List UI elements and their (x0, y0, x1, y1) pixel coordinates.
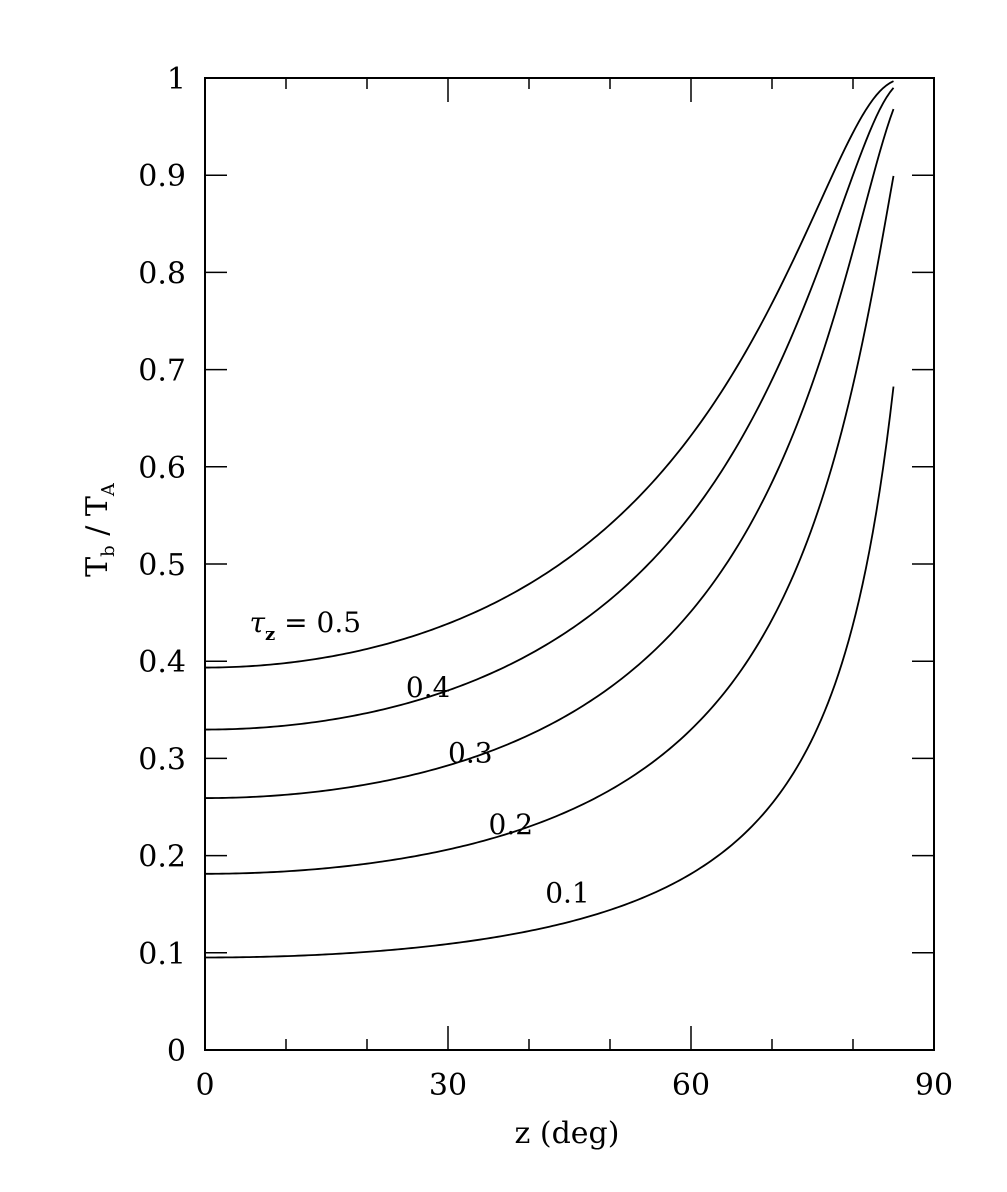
curve-tau-0.1 (205, 386, 895, 959)
curve-tau-0.4 (204, 87, 895, 731)
curve-label: 0.4 (406, 671, 451, 704)
svg-text:Tb / TA: Tb / TA (80, 482, 119, 577)
axis-ticks (204, 77, 935, 1051)
y-title-main: T (80, 557, 115, 577)
curve-label: 0.3 (448, 736, 493, 769)
x-tick-label: 60 (672, 1068, 710, 1103)
y-tick-label: 0.3 (138, 742, 186, 777)
x-tick-label: 90 (915, 1068, 953, 1103)
y-tick-label: 0.2 (138, 840, 186, 875)
curve-label: 0.2 (489, 808, 534, 841)
curves (204, 80, 895, 959)
x-axis-title: z (deg) (515, 1116, 620, 1151)
y-title-main2: T (80, 496, 115, 516)
y-tick-labels: 0 0.1 0.2 0.3 0.4 0.5 0.6 0.7 0.8 0.9 1 (138, 62, 186, 1069)
y-tick-label: 0.7 (138, 354, 186, 389)
y-tick-label: 0.9 (138, 159, 186, 194)
curve-label: τz = 0.5 (250, 606, 362, 645)
x-tick-labels: 0 30 60 90 (195, 1068, 953, 1103)
curve-tau-0.2 (204, 175, 895, 875)
y-tick-label: 0 (167, 1034, 186, 1069)
curve-label: 0.1 (545, 876, 590, 909)
curve-tau-0.3 (204, 108, 895, 799)
y-tick-label: 1 (167, 62, 186, 97)
y-tick-label: 0.1 (138, 937, 186, 972)
x-tick-label: 30 (429, 1068, 467, 1103)
y-tick-label: 0.4 (138, 645, 186, 680)
curve-tau-0.5 (204, 80, 894, 669)
curve-labels: τz = 0.5 0.4 0.3 0.2 0.1 (250, 606, 590, 909)
y-tick-label: 0.8 (138, 256, 186, 291)
y-tick-label: 0.5 (138, 548, 186, 583)
y-title-sub1: b (98, 545, 119, 557)
y-title-sub2: A (98, 482, 119, 497)
y-tick-label: 0.6 (138, 451, 186, 486)
x-tick-label: 0 (195, 1068, 214, 1103)
y-title-sep: / (80, 516, 115, 545)
y-axis-title: Tb / TA (80, 482, 119, 577)
